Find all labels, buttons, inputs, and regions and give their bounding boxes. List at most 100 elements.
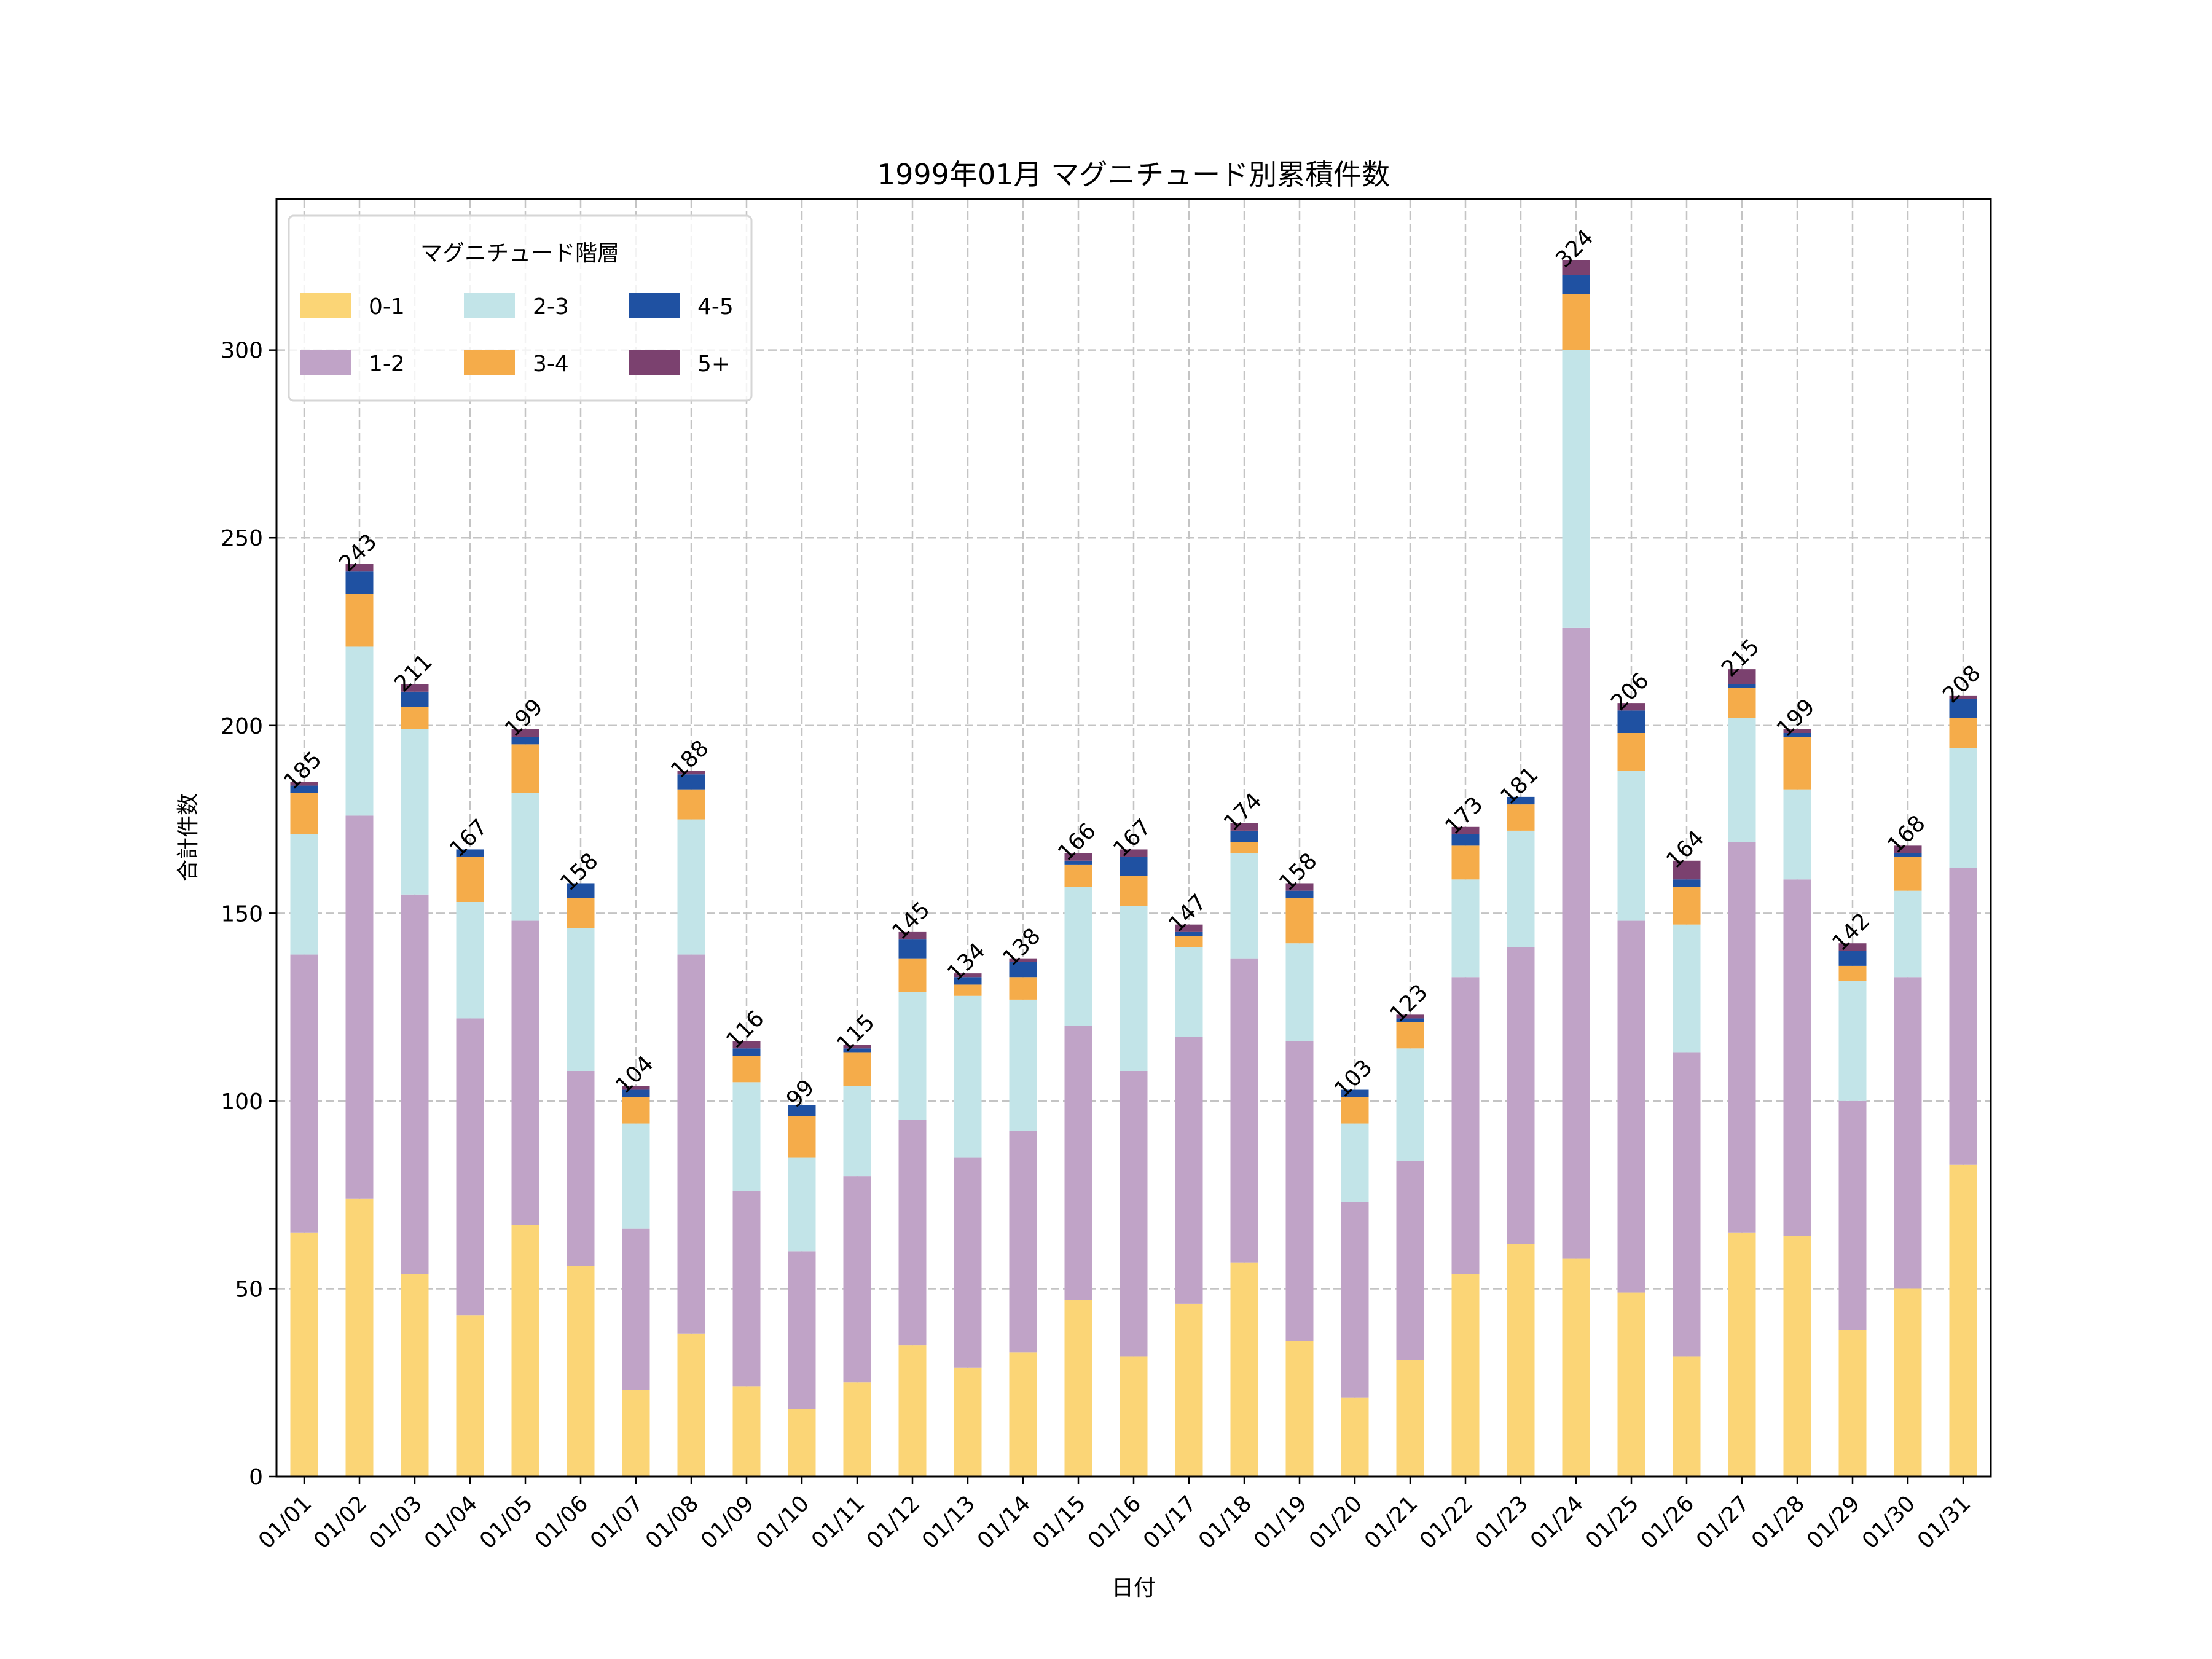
bar-segment-5+ bbox=[1783, 729, 1811, 733]
total-label: 215 bbox=[1717, 634, 1765, 682]
bar-segment-4-5 bbox=[511, 737, 539, 745]
bar-segment-0-1 bbox=[290, 1232, 318, 1477]
bar-segment-0-1 bbox=[1673, 1356, 1701, 1477]
legend-item: 1-2 bbox=[300, 350, 405, 377]
total-label: 158 bbox=[555, 849, 603, 896]
bar-segment-0-1 bbox=[401, 1274, 429, 1477]
total-label: 138 bbox=[998, 924, 1046, 971]
bar-segment-1-2 bbox=[843, 1176, 871, 1383]
bar-segment-5+ bbox=[1562, 260, 1590, 275]
legend-label: 3-4 bbox=[533, 351, 569, 377]
bar-segment-4-5 bbox=[954, 977, 982, 985]
total-label: 167 bbox=[445, 815, 493, 863]
bar-segment-5+ bbox=[1617, 703, 1645, 711]
bar-segment-5+ bbox=[1120, 849, 1148, 857]
bar-segment-2-3 bbox=[345, 646, 374, 816]
y-tick-label: 50 bbox=[235, 1277, 263, 1302]
bar-segment-3-4 bbox=[1507, 804, 1535, 831]
bar-segment-4-5 bbox=[622, 1089, 650, 1097]
bar-segment-0-1 bbox=[1838, 1330, 1867, 1477]
bar-segment-4-5 bbox=[898, 939, 927, 959]
x-tick-label: 01/21 bbox=[1360, 1491, 1422, 1553]
bar-segment-1-2 bbox=[732, 1191, 761, 1387]
legend-item: 3-4 bbox=[464, 350, 569, 377]
legend-title: マグニチュード階層 bbox=[420, 241, 619, 266]
bar-segment-0-1 bbox=[1341, 1397, 1369, 1477]
bar-segment-3-4 bbox=[1285, 898, 1314, 944]
bar-segment-0-1 bbox=[1451, 1274, 1480, 1477]
legend-label: 1-2 bbox=[369, 351, 405, 377]
bar-segment-5+ bbox=[1673, 860, 1701, 880]
x-tick-label: 01/28 bbox=[1747, 1491, 1810, 1553]
bar-segment-5+ bbox=[677, 771, 705, 775]
total-label: 181 bbox=[1496, 762, 1543, 810]
legend-label: 2-3 bbox=[533, 294, 569, 320]
bar-segment-0-1 bbox=[1009, 1352, 1037, 1477]
bar-segment-5+ bbox=[622, 1086, 650, 1090]
x-tick-label: 01/03 bbox=[364, 1491, 427, 1553]
bar-segment-2-3 bbox=[1949, 748, 1977, 868]
total-label: 116 bbox=[721, 1006, 769, 1054]
legend-swatch bbox=[300, 350, 351, 375]
total-label: 147 bbox=[1164, 890, 1212, 938]
total-label: 199 bbox=[500, 694, 548, 742]
total-label: 188 bbox=[666, 735, 714, 783]
bar-segment-2-3 bbox=[567, 928, 595, 1071]
bar-segment-1-2 bbox=[677, 954, 705, 1334]
bar-segment-0-1 bbox=[1064, 1300, 1092, 1477]
bar-segment-5+ bbox=[1285, 883, 1314, 891]
bar-segment-0-1 bbox=[677, 1333, 705, 1477]
x-tick-label: 01/17 bbox=[1139, 1491, 1201, 1553]
bar-segment-3-4 bbox=[677, 789, 705, 820]
x-tick-label: 01/22 bbox=[1415, 1491, 1478, 1553]
bar-segment-4-5 bbox=[788, 1105, 816, 1116]
x-tick-label: 01/04 bbox=[420, 1491, 482, 1553]
bar-segment-1-2 bbox=[345, 815, 374, 1199]
chart-title: 1999年01月 マグニチュード別累積件数 bbox=[877, 158, 1390, 191]
x-tick-label: 01/29 bbox=[1802, 1491, 1865, 1553]
total-label: 103 bbox=[1330, 1055, 1378, 1103]
bar-segment-5+ bbox=[511, 729, 539, 737]
legend-item: 4-5 bbox=[629, 293, 734, 320]
total-label: 166 bbox=[1053, 818, 1101, 866]
bar-segment-2-3 bbox=[1009, 999, 1037, 1131]
bar-segment-2-3 bbox=[1673, 924, 1701, 1053]
bar-segment-2-3 bbox=[1728, 718, 1756, 842]
bar-segment-3-4 bbox=[345, 594, 374, 647]
total-label: 164 bbox=[1661, 826, 1709, 874]
bar-segment-3-4 bbox=[1728, 688, 1756, 718]
bar-segment-1-2 bbox=[1396, 1161, 1424, 1360]
bar-segment-2-3 bbox=[1064, 887, 1092, 1026]
bar-segment-5+ bbox=[1064, 853, 1092, 861]
bar-segment-3-4 bbox=[788, 1116, 816, 1158]
bar-segment-2-3 bbox=[1175, 947, 1203, 1037]
bar-segment-3-4 bbox=[1783, 737, 1811, 790]
bar-segment-1-2 bbox=[622, 1228, 650, 1390]
bar-segment-3-4 bbox=[1617, 733, 1645, 771]
bar-segment-2-3 bbox=[898, 992, 927, 1120]
total-label: 173 bbox=[1440, 792, 1488, 840]
bar-segment-1-2 bbox=[1064, 1026, 1092, 1300]
y-tick-label: 300 bbox=[221, 339, 263, 364]
total-label: 243 bbox=[334, 529, 382, 577]
bar-segment-3-4 bbox=[290, 793, 318, 834]
x-tick-label: 01/26 bbox=[1636, 1491, 1699, 1553]
bar-segment-4-5 bbox=[1285, 890, 1314, 898]
bar-segment-0-1 bbox=[1949, 1164, 1977, 1477]
bar-segment-1-2 bbox=[456, 1018, 484, 1316]
total-label: 167 bbox=[1108, 815, 1156, 863]
y-tick-label: 100 bbox=[221, 1089, 263, 1115]
x-tick-label: 01/12 bbox=[862, 1491, 925, 1553]
bar-segment-3-4 bbox=[1673, 887, 1701, 925]
bar-segment-2-3 bbox=[843, 1086, 871, 1177]
x-axis-ticks: 01/0101/0201/0301/0401/0501/0601/0701/08… bbox=[254, 1477, 1975, 1554]
bar-segment-3-4 bbox=[622, 1097, 650, 1124]
bar-segment-0-1 bbox=[1728, 1232, 1756, 1477]
total-label: 208 bbox=[1938, 661, 1986, 708]
bar-segment-1-2 bbox=[898, 1120, 927, 1346]
y-tick-label: 250 bbox=[221, 526, 263, 551]
bar-segment-3-4 bbox=[1341, 1097, 1369, 1124]
x-tick-label: 01/30 bbox=[1857, 1491, 1920, 1553]
x-tick-label: 01/10 bbox=[751, 1491, 814, 1553]
bar-segment-2-3 bbox=[677, 819, 705, 955]
